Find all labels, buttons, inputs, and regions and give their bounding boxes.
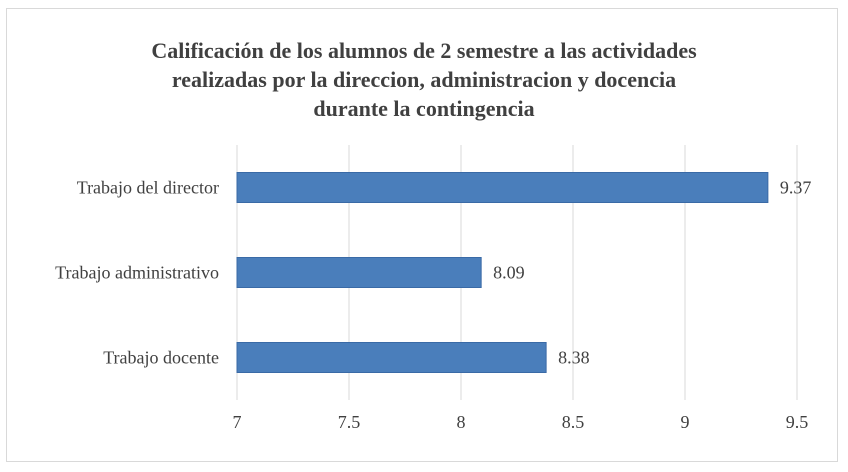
chart-title-line-3: durante la contingencia	[313, 96, 535, 121]
category-label-2: Trabajo docente	[103, 348, 219, 368]
category-label-0: Trabajo del director	[77, 178, 219, 198]
chart-title-line-1: Calificación de los alumnos de 2 semestr…	[151, 38, 697, 63]
data-label-1: 8.09	[493, 263, 525, 283]
chart-frame	[6, 8, 838, 462]
data-label-2: 8.38	[558, 348, 590, 368]
chart-title: Calificación de los alumnos de 2 semestr…	[0, 36, 848, 123]
data-label-0: 9.37	[780, 178, 812, 198]
x-tick-label-1: 7.5	[338, 412, 361, 432]
category-label-1: Trabajo administrativo	[55, 263, 219, 283]
bar-2	[236, 342, 547, 373]
bar-0	[236, 172, 769, 203]
x-tick-label-0: 7	[233, 412, 242, 432]
x-tick-label-4: 9	[681, 412, 690, 432]
bar-1	[236, 257, 482, 288]
x-tick-label-5: 9.5	[786, 412, 809, 432]
x-tick-label-3: 8.5	[562, 412, 585, 432]
chart-title-line-2: realizadas por la direccion, administrac…	[171, 67, 677, 92]
x-tick-label-2: 8	[457, 412, 466, 432]
